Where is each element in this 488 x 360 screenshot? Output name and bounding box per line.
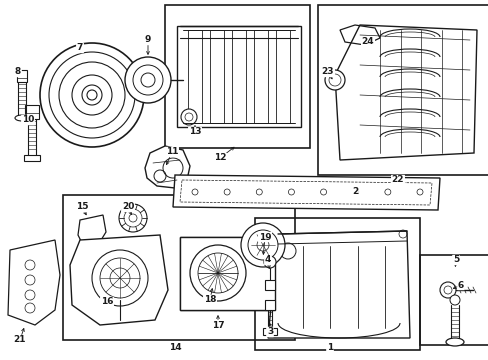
Circle shape [439, 282, 455, 298]
Text: 17: 17 [211, 320, 224, 329]
Bar [253, 30, 267, 123]
Bar [24, 155, 40, 161]
Text: 10: 10 [22, 116, 34, 125]
Circle shape [87, 90, 97, 100]
Polygon shape [78, 215, 106, 245]
Bar [180, 237, 274, 310]
Circle shape [325, 70, 345, 90]
Bar [275, 30, 289, 123]
Bar [17, 70, 27, 82]
Polygon shape [145, 146, 190, 188]
Bar [419, 255, 488, 345]
Text: 11: 11 [165, 148, 178, 157]
Polygon shape [8, 240, 60, 325]
Bar [164, 5, 309, 148]
Text: 2: 2 [351, 188, 357, 197]
Bar [209, 30, 224, 123]
Text: 4: 4 [264, 256, 271, 265]
Polygon shape [267, 231, 409, 338]
Text: 20: 20 [122, 202, 134, 211]
Bar [231, 30, 245, 123]
Polygon shape [334, 25, 476, 160]
Bar [263, 328, 276, 335]
Bar [187, 30, 202, 123]
Circle shape [82, 85, 102, 105]
Circle shape [264, 256, 275, 268]
Text: 7: 7 [77, 44, 83, 53]
Circle shape [40, 43, 143, 147]
Polygon shape [177, 26, 301, 127]
Circle shape [125, 57, 171, 103]
Text: 8: 8 [15, 68, 21, 77]
Text: 23: 23 [321, 68, 334, 77]
Circle shape [257, 239, 268, 251]
Text: 24: 24 [361, 37, 373, 46]
Bar [264, 280, 274, 290]
Text: 15: 15 [76, 202, 88, 211]
Bar [25, 105, 39, 119]
Text: 14: 14 [168, 342, 181, 351]
Circle shape [449, 295, 459, 305]
Text: 16: 16 [101, 297, 113, 306]
Text: 22: 22 [391, 175, 404, 184]
Polygon shape [173, 175, 439, 210]
Bar [264, 300, 274, 310]
Text: 13: 13 [188, 127, 201, 136]
Text: 9: 9 [144, 36, 151, 45]
Circle shape [241, 223, 285, 267]
Bar [180, 237, 274, 310]
Circle shape [190, 245, 245, 301]
Circle shape [181, 109, 197, 125]
Text: 21: 21 [14, 336, 26, 345]
Text: 3: 3 [266, 328, 273, 337]
Text: 6: 6 [457, 280, 463, 289]
Circle shape [119, 204, 147, 232]
Text: 18: 18 [203, 296, 216, 305]
Text: 1: 1 [326, 343, 332, 352]
Ellipse shape [15, 115, 29, 121]
Ellipse shape [445, 338, 463, 346]
Circle shape [92, 250, 148, 306]
Circle shape [141, 73, 155, 87]
Polygon shape [70, 235, 168, 325]
Bar [317, 5, 488, 175]
Text: 19: 19 [258, 233, 271, 242]
Circle shape [129, 214, 137, 222]
Text: 5: 5 [452, 256, 458, 265]
Text: 12: 12 [213, 153, 226, 162]
Circle shape [179, 73, 193, 87]
Bar [254, 218, 419, 350]
Bar [63, 195, 294, 340]
